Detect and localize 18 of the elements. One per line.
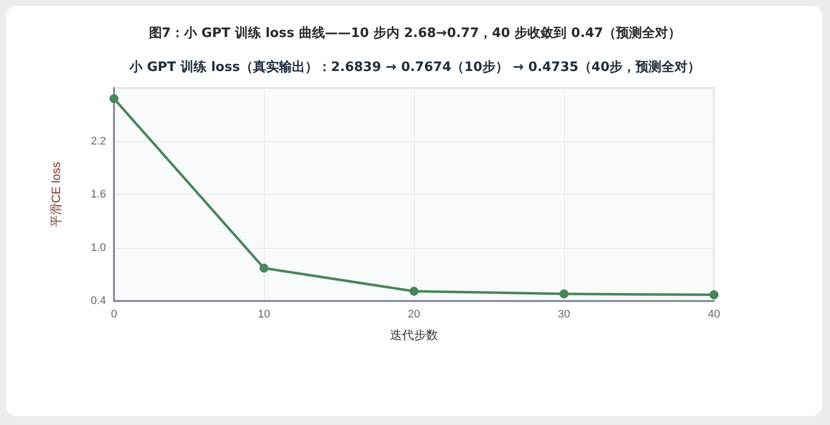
x-axis-title: 迭代步数	[390, 328, 438, 342]
y-tick-label: 0.4	[90, 295, 106, 307]
x-tick-label: 0	[110, 308, 118, 320]
y-tick-label: 1.6	[90, 188, 106, 200]
x-tick-label: 10	[258, 308, 270, 320]
point	[710, 290, 718, 300]
chart-subtitle: 小 GPT 训练 loss（真实输出）：2.6839 → 0.7674（10步） → 0.4735（40步，预测全对）	[128, 58, 702, 76]
x-tick-label: 40	[708, 308, 720, 320]
x-tick-label: 30	[558, 308, 570, 320]
y-axis-title: 平滑CE loss	[49, 162, 63, 228]
x-tick-label: 20	[408, 308, 420, 320]
point	[110, 94, 118, 104]
point	[260, 264, 268, 273]
point	[410, 286, 418, 296]
y-tick-label: 1.0	[90, 242, 106, 254]
y-tick-label: 2.2	[90, 135, 106, 148]
point	[560, 289, 568, 298]
chart-title: 图7：小 GPT 训练 loss 曲线——10 步内 2.68→0.77，40 步收敛到 0.47（预测全对）	[148, 25, 682, 42]
